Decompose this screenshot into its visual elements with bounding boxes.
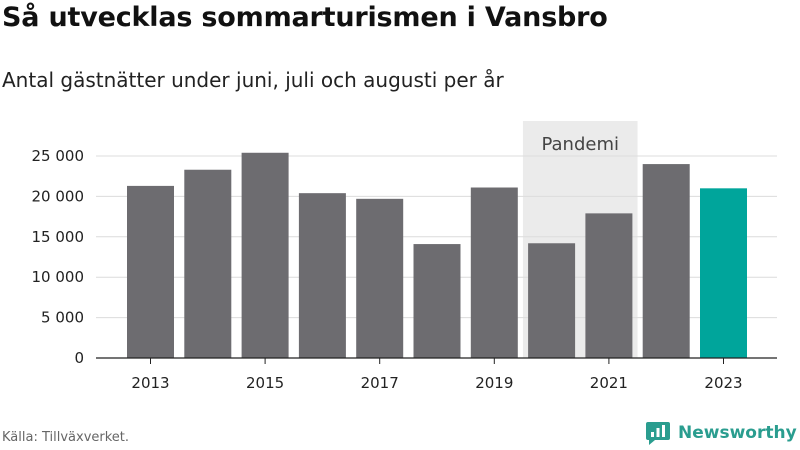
y-tick-label: 20 000 xyxy=(32,187,85,205)
bar-2022 xyxy=(642,164,690,358)
x-tick-label: 2019 xyxy=(475,374,513,392)
y-tick-label: 25 000 xyxy=(32,147,85,165)
bar-2016 xyxy=(298,193,346,358)
newsworthy-logo-icon xyxy=(646,422,670,445)
bar-2023 xyxy=(700,188,747,358)
brand-name: Newsworthy xyxy=(678,423,797,443)
bar-2017 xyxy=(356,198,404,358)
bar-2021 xyxy=(585,213,633,358)
x-tick-label: 2017 xyxy=(361,374,399,392)
bar-2013 xyxy=(127,185,174,358)
bar-2020 xyxy=(528,243,576,358)
x-tick-label: 2021 xyxy=(590,374,628,392)
x-tick-label: 2013 xyxy=(131,374,169,392)
y-tick-label: 0 xyxy=(74,349,84,367)
y-tick-label: 10 000 xyxy=(32,268,85,286)
bar-2014 xyxy=(184,169,232,358)
x-tick-label: 2015 xyxy=(246,374,284,392)
source-note: Källa: Tillväxverket. xyxy=(2,430,130,445)
y-tick-label: 5 000 xyxy=(41,309,84,327)
chart-title: Så utvecklas sommarturismen i Vansbro xyxy=(2,2,608,33)
bar-2018 xyxy=(413,244,461,358)
x-tick-label: 2023 xyxy=(704,374,742,392)
bar-2015 xyxy=(241,152,289,358)
annotation-label: Pandemi xyxy=(541,134,619,155)
bar-2019 xyxy=(470,187,518,358)
y-tick-label: 15 000 xyxy=(32,228,85,246)
brand-logo: Newsworthy xyxy=(645,420,797,446)
chart-subtitle: Antal gästnätter under juni, juli och au… xyxy=(2,68,504,92)
